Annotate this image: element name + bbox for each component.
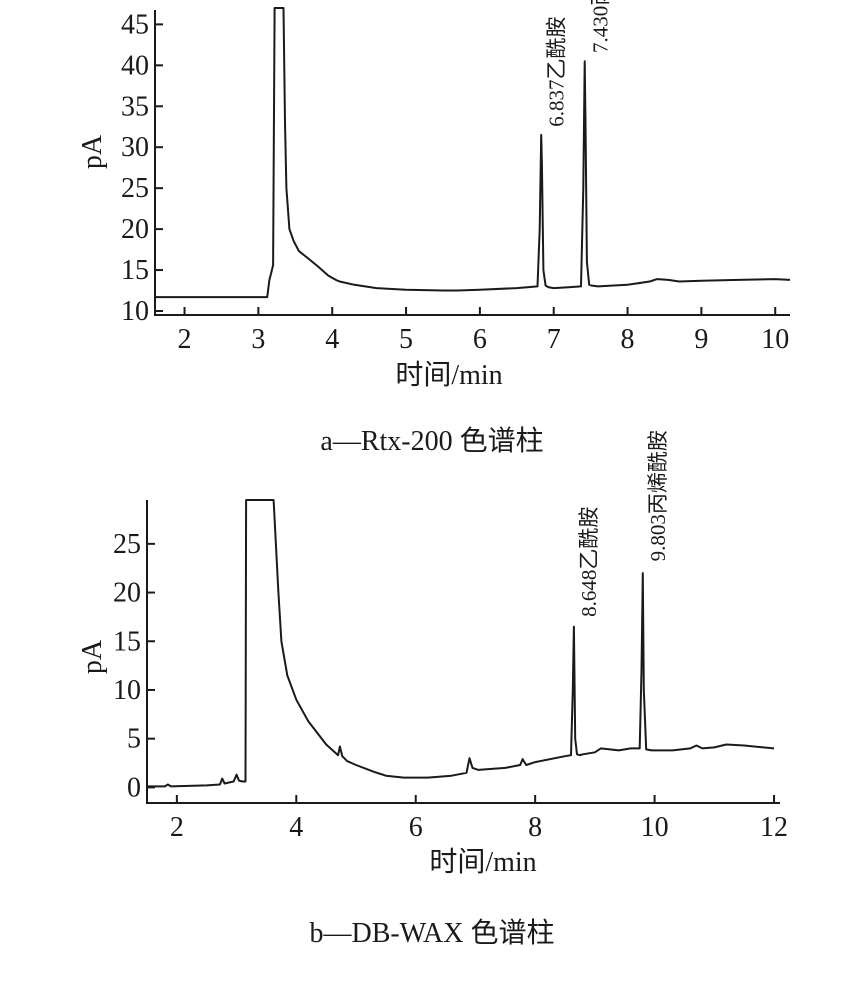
y-tick-label: 40 [121, 50, 149, 81]
peak-annotation: 9.803丙烯酰胺 [646, 430, 670, 561]
y-tick-label: 15 [121, 255, 149, 286]
x-tick-label: 12 [760, 812, 788, 843]
chromatogram-trace [147, 499, 775, 788]
x-tick-label: 2 [170, 812, 184, 843]
y-tick-label: 35 [121, 91, 149, 122]
x-tick-label: 6 [473, 324, 487, 355]
y-tick-label: 25 [113, 529, 141, 560]
x-tick-label: 9 [694, 324, 708, 355]
y-tick-label: 30 [121, 132, 149, 163]
chart-panel-b: pA 时间/min b—DB-WAX 色谱柱 0 5 10 15 20 25 2 4 6 8 10 1… [77, 430, 788, 949]
x-tick-label: 10 [761, 324, 789, 355]
y-tick-label: 15 [113, 626, 141, 657]
y-tick-label: 5 [127, 724, 141, 755]
peak-annotation: 8.648乙酰胺 [577, 507, 601, 617]
x-tick-label: 10 [641, 812, 669, 843]
y-tick-label: 20 [121, 214, 149, 245]
x-axis-label: 时间/min [395, 359, 502, 391]
y-tick-label: 10 [113, 675, 141, 706]
y-tick-label: 20 [113, 578, 141, 609]
x-tick-label: 2 [178, 324, 192, 355]
y-tick-label: 0 [127, 772, 141, 803]
chromatogram-trace [155, 7, 791, 299]
y-axis-label: pA [77, 639, 108, 674]
peak-annotation: 6.837乙酰胺 [545, 16, 569, 126]
y-tick-label: 25 [121, 173, 149, 204]
x-tick-label: 5 [399, 324, 413, 355]
x-tick-label: 4 [289, 812, 303, 843]
y-tick-label: 10 [121, 296, 149, 327]
x-tick-label: 6 [409, 812, 423, 843]
x-tick-label: 4 [325, 324, 339, 355]
axis-lines [146, 500, 780, 804]
y-axis-label: pA [77, 134, 108, 169]
x-tick-label: 7 [547, 324, 561, 355]
chart-caption: a—Rtx-200 色谱柱 [320, 425, 543, 457]
axis-lines [154, 10, 790, 316]
x-tick-label: 3 [251, 324, 265, 355]
y-tick-label: 45 [121, 9, 149, 40]
chart-caption: b—DB-WAX 色谱柱 [310, 917, 555, 949]
x-axis-label: 时间/min [429, 846, 536, 878]
x-tick-label: 8 [621, 324, 635, 355]
peak-annotation: 7.430丙烯酰胺 [588, 0, 612, 53]
chart-panel-a: pA 时间/min a—Rtx-200 色谱柱 1015202530354045… [77, 0, 791, 457]
x-tick-label: 8 [528, 812, 542, 843]
